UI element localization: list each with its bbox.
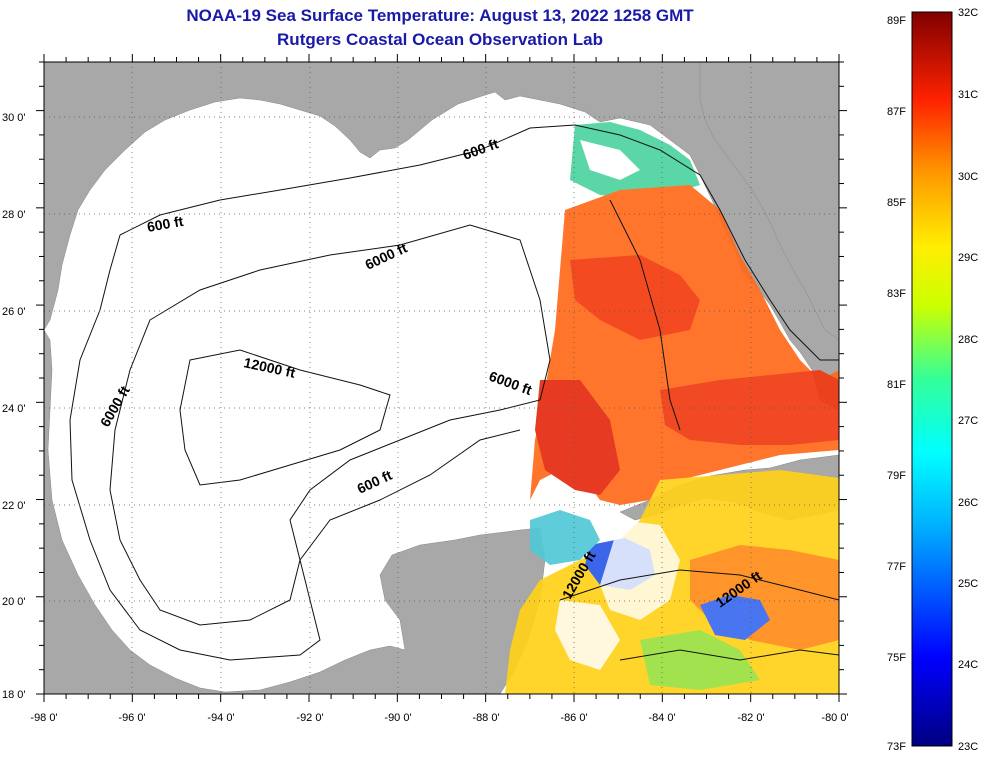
contour-label: 600 ft (146, 213, 185, 235)
colorbar-f-label: 77F (887, 561, 906, 573)
lon-label: -80 0' (821, 712, 848, 724)
colorbar-c-label: 26C (958, 497, 978, 509)
bathymetry-contours (69, 124, 839, 661)
lon-label: -96 0' (118, 712, 145, 724)
map-subtitle: Rutgers Coastal Ocean Observation Lab (277, 30, 603, 49)
map-title: NOAA-19 Sea Surface Temperature: August … (186, 6, 694, 25)
colorbar-f-label: 81F (887, 379, 906, 391)
lon-label: -84 0' (648, 712, 675, 724)
sst-red-east (660, 370, 839, 445)
florida-land (699, 62, 839, 341)
sst-cyan-west (530, 510, 600, 565)
latitude-labels: 30 0' 28 0' 26 0' 24 0' 22 0' 20 0' 18 0… (2, 112, 26, 701)
axis-ticks (36, 54, 847, 702)
lat-lon-grid (44, 62, 839, 694)
colorbar-c-label: 29C (958, 252, 978, 264)
colorbar-c-label: 31C (958, 89, 978, 101)
lat-label: 28 0' (2, 209, 26, 221)
colorbar-c-label: 28C (958, 334, 978, 346)
lon-label: -98 0' (30, 712, 57, 724)
contour-12000ft (179, 349, 391, 486)
colorbar-f-label: 89F (887, 15, 906, 27)
sst-red-core (570, 255, 700, 340)
contour-caribbean-2 (619, 649, 839, 661)
colorbar-f-label: 79F (887, 470, 906, 482)
lat-label: 22 0' (2, 500, 26, 512)
sst-clouds-1 (580, 140, 640, 180)
sst-clouds-2 (600, 520, 680, 620)
sst-blue-patch-2 (700, 595, 770, 640)
colorbar-f-label: 85F (887, 197, 906, 209)
colorbar-c-label: 30C (958, 171, 978, 183)
lat-label: 18 0' (2, 689, 26, 701)
colorbar-c-label: 23C (958, 741, 978, 753)
sst-clouds-3 (555, 600, 620, 670)
lon-label: -88 0' (472, 712, 499, 724)
lon-label: -82 0' (737, 712, 764, 724)
colorbar-f-labels: 89F 87F 85F 83F 81F 79F 77F 75F 73F (887, 15, 906, 753)
lon-label: -86 0' (560, 712, 587, 724)
longitude-labels: -98 0' -96 0' -94 0' -92 0' -90 0' -88 0… (30, 712, 848, 724)
lat-label: 30 0' (2, 112, 26, 124)
colorbar-c-label: 32C (958, 7, 978, 19)
lat-label: 26 0' (2, 306, 26, 318)
temperature-colorbar (911, 11, 953, 747)
colorbar-c-label: 27C (958, 415, 978, 427)
colorbar-f-label: 75F (887, 652, 906, 664)
sst-data (505, 122, 839, 694)
colorbar-f-label: 83F (887, 288, 906, 300)
colorbar-f-label: 87F (887, 106, 906, 118)
lat-label: 20 0' (2, 596, 26, 608)
colorbar-f-label: 73F (887, 741, 906, 753)
contour-600ft (119, 124, 839, 361)
sst-green-band (570, 122, 700, 200)
colorbar-c-label: 24C (958, 659, 978, 671)
colorbar-c-label: 25C (958, 578, 978, 590)
contour-florida-shelf (609, 199, 681, 431)
sst-red-loop (535, 380, 620, 495)
lon-label: -92 0' (296, 712, 323, 724)
lat-label: 24 0' (2, 403, 26, 415)
contour-6000ft (109, 224, 551, 626)
lon-label: -90 0' (384, 712, 411, 724)
colorbar-c-labels: 32C 31C 30C 29C 28C 27C 26C 25C 24C 23C (958, 7, 978, 753)
contour-600ft-west (69, 234, 521, 661)
sst-green-south (640, 630, 760, 690)
contour-caribbean (559, 569, 839, 601)
lon-label: -94 0' (207, 712, 234, 724)
